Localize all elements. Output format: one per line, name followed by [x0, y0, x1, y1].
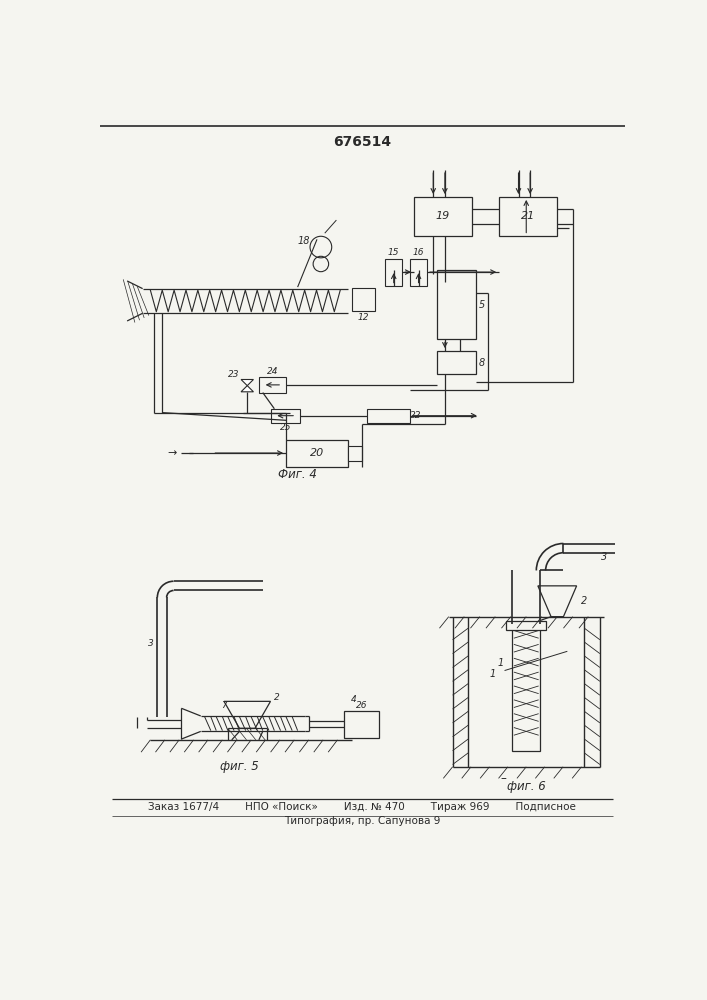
Bar — [259, 377, 286, 393]
Text: 19: 19 — [436, 211, 450, 221]
Polygon shape — [241, 379, 253, 386]
Text: 18: 18 — [298, 236, 310, 246]
Text: 8: 8 — [479, 358, 485, 368]
Text: 1: 1 — [498, 658, 504, 668]
Bar — [352, 288, 375, 311]
Text: 23: 23 — [228, 370, 239, 379]
Text: 24: 24 — [267, 367, 278, 376]
Text: 5: 5 — [479, 300, 485, 310]
Text: Типография, пр. Сапунова 9: Типография, пр. Сапунова 9 — [284, 816, 440, 826]
Text: →: → — [168, 448, 177, 458]
Bar — [414, 197, 472, 235]
Bar — [437, 351, 476, 374]
Text: 22: 22 — [411, 411, 422, 420]
Text: 25: 25 — [279, 423, 291, 432]
Bar — [271, 409, 300, 423]
Text: 3: 3 — [601, 552, 607, 562]
Bar — [506, 620, 547, 630]
Text: 2: 2 — [274, 693, 279, 702]
Text: 7: 7 — [221, 701, 227, 710]
Bar — [348, 446, 362, 461]
Text: Фиг. 4: Фиг. 4 — [278, 468, 317, 481]
Text: 15: 15 — [388, 248, 399, 257]
Text: 16: 16 — [413, 248, 424, 257]
Text: Заказ 1677/4        НПО «Поиск»        Изд. № 470        Тираж 969        Подпис: Заказ 1677/4 НПО «Поиск» Изд. № 470 Тира… — [148, 802, 576, 812]
Text: фиг. 5: фиг. 5 — [220, 760, 259, 773]
Bar — [437, 270, 476, 339]
Bar — [344, 711, 379, 738]
Text: 21: 21 — [521, 211, 535, 221]
Bar — [410, 259, 427, 286]
Text: 4: 4 — [351, 695, 357, 704]
Text: –: – — [500, 772, 506, 785]
Text: фиг. 6: фиг. 6 — [507, 780, 546, 793]
Polygon shape — [241, 386, 253, 392]
Text: 3: 3 — [148, 639, 153, 648]
Text: 1: 1 — [490, 669, 496, 679]
Text: 12: 12 — [358, 313, 369, 322]
Text: 2: 2 — [581, 596, 588, 606]
Bar — [385, 259, 402, 286]
Bar — [368, 409, 410, 423]
Bar — [513, 624, 540, 751]
Text: 26: 26 — [356, 701, 368, 710]
Text: 20: 20 — [310, 448, 324, 458]
Bar — [286, 440, 348, 466]
Bar — [499, 197, 557, 235]
Text: 676514: 676514 — [333, 135, 391, 149]
